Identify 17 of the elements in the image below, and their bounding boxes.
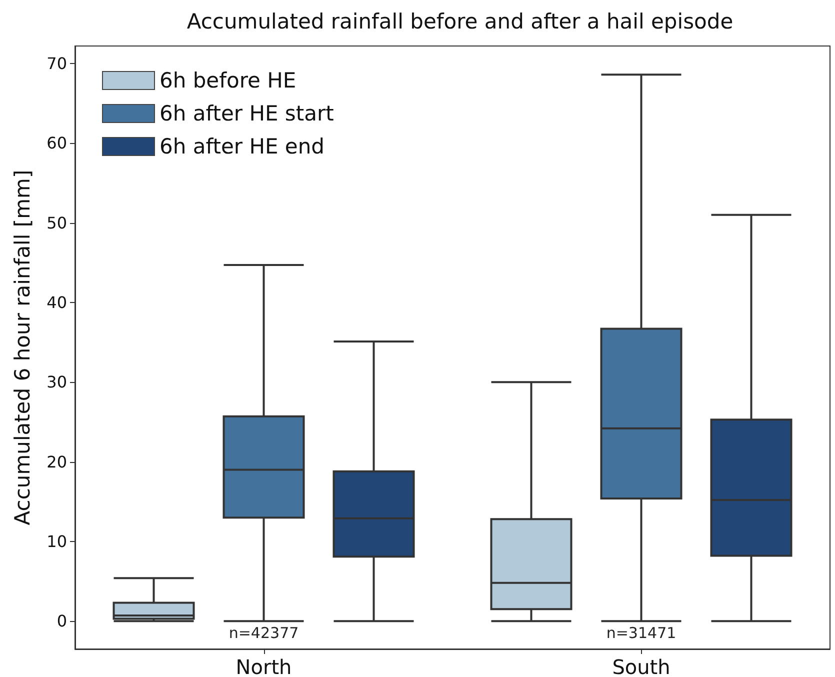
y-tick-label: 60	[46, 134, 67, 153]
y-tick-label: 0	[56, 612, 67, 631]
annotation: n=31471	[606, 624, 676, 642]
y-axis-title: Accumulated 6 hour rainfall [mm]	[10, 170, 34, 526]
legend-label: 6h after HE start	[160, 102, 334, 126]
y-tick-label: 70	[46, 54, 67, 74]
x-tick-label: North	[236, 655, 292, 677]
chart-title: Accumulated rainfall before and after a hail episode	[186, 10, 734, 34]
y-tick-label: 50	[46, 213, 67, 232]
legend-label: 6h before HE	[160, 68, 296, 92]
y-tick-label: 30	[46, 372, 67, 392]
y-tick-label: 20	[46, 452, 67, 472]
x-tick-label: South	[612, 655, 670, 677]
annotation: n=42377	[228, 624, 299, 642]
y-tick-label: 40	[46, 292, 67, 312]
y-tick-label: 10	[46, 532, 67, 551]
legend-label: 6h after HE end	[160, 134, 324, 158]
